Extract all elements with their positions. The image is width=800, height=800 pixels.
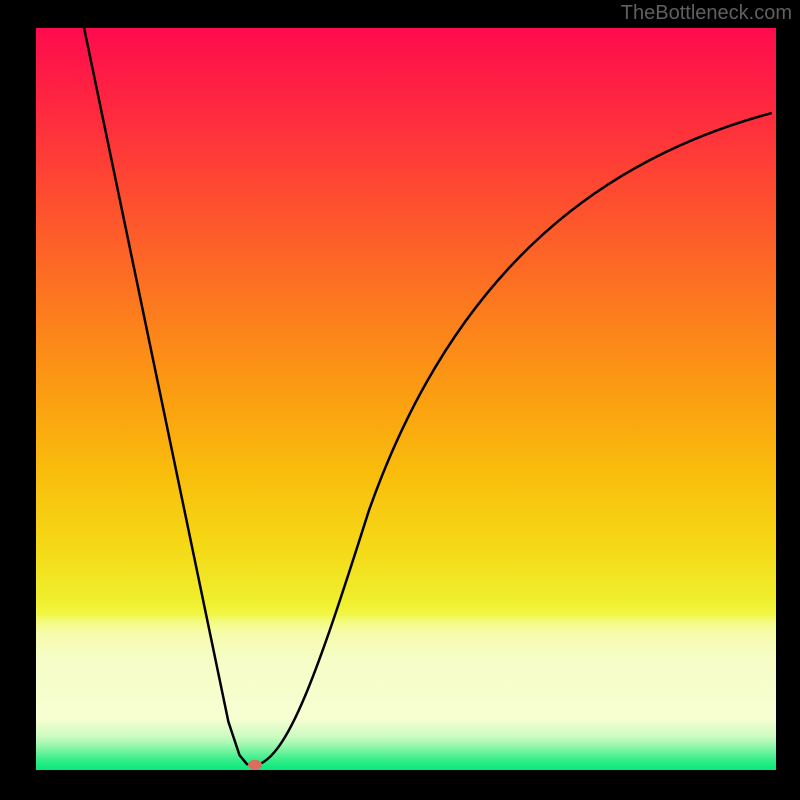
- bottleneck-chart: [0, 0, 800, 800]
- optimal-marker: [248, 760, 262, 770]
- gradient-background: [36, 28, 776, 770]
- chart-container: TheBottleneck.com: [0, 0, 800, 800]
- watermark-text: TheBottleneck.com: [621, 2, 792, 25]
